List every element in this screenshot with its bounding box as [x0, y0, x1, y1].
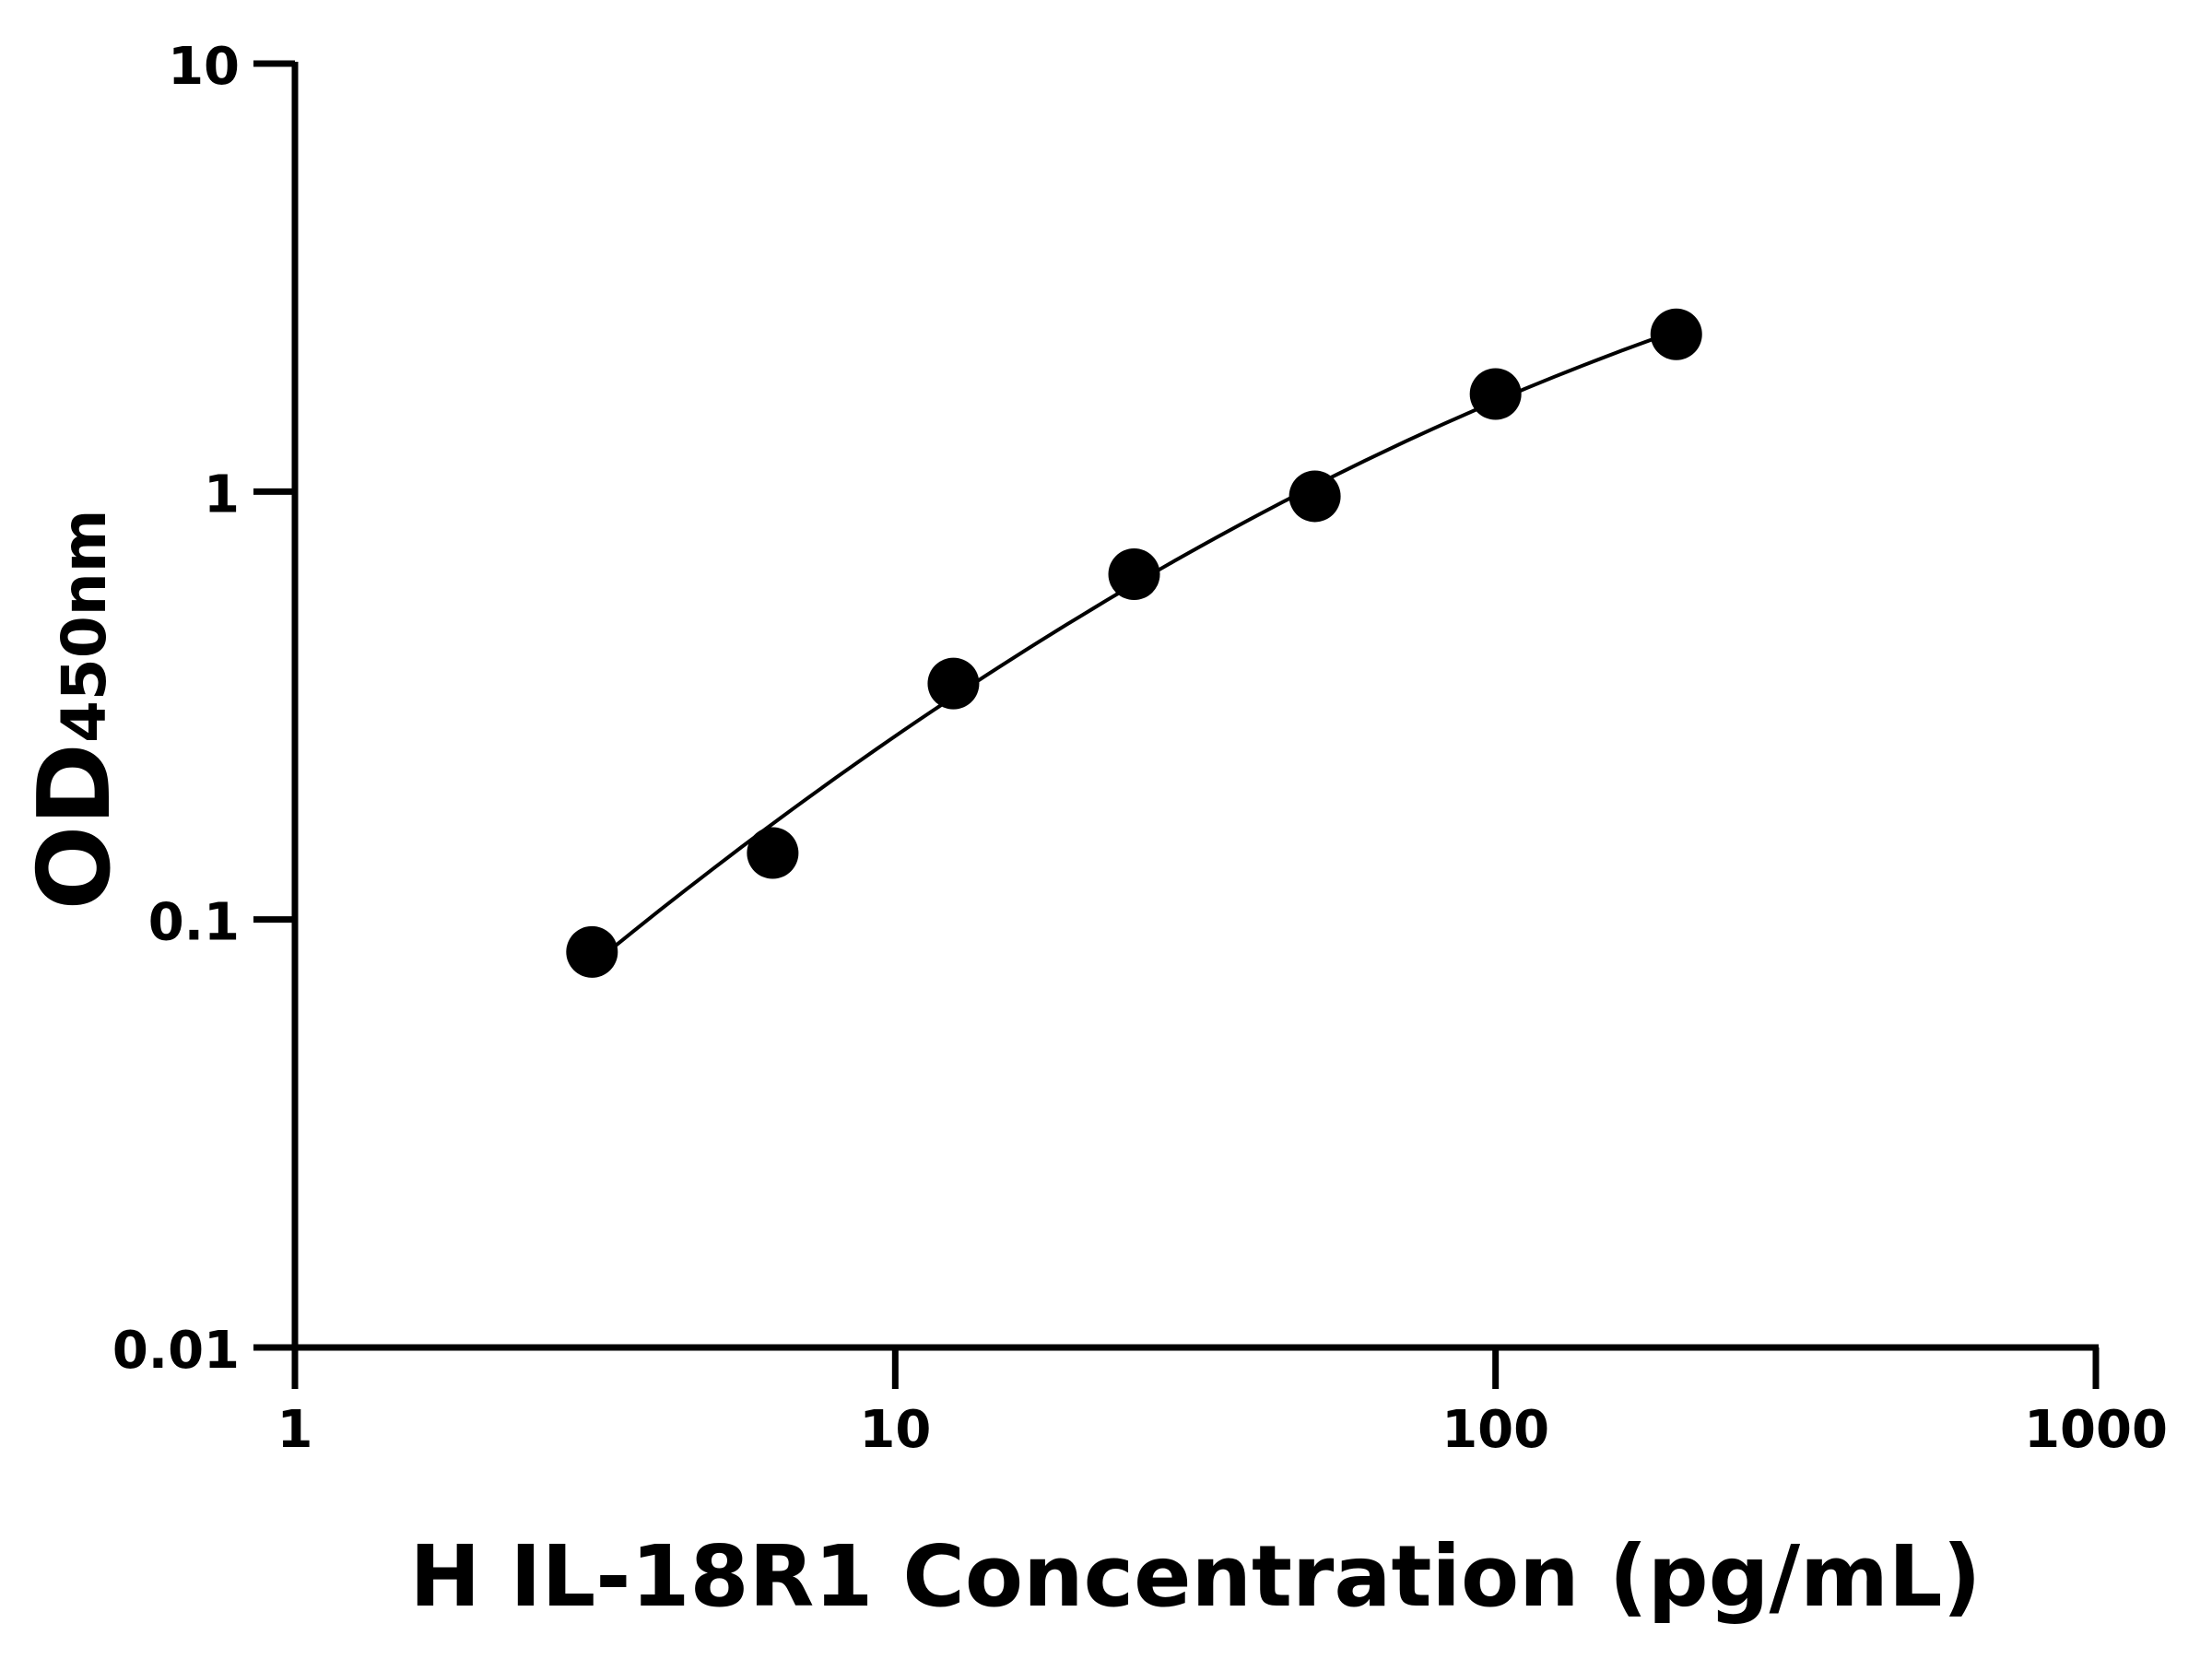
x-axis-label: H IL-18R1 Concentration (pg/mL)	[409, 1527, 1981, 1626]
x-tick-label: 1	[277, 1400, 313, 1460]
data-point	[927, 657, 980, 710]
y-tick-label: 0.01	[112, 1321, 240, 1381]
x-tick-label: 1000	[2024, 1400, 2168, 1460]
data-point	[1288, 470, 1341, 523]
y-tick-label: 1	[204, 465, 240, 524]
y-tick-label: 0.1	[148, 893, 240, 953]
y-tick-label: 10	[168, 37, 240, 97]
x-tick-label: 100	[1441, 1400, 1549, 1460]
axes	[253, 60, 2100, 1389]
data-point	[566, 925, 618, 978]
y-axis-label: OD450nm	[18, 510, 133, 911]
data-point	[747, 827, 799, 879]
data-point	[1469, 368, 1522, 420]
data-points	[566, 308, 1702, 978]
x-tick-label: 10	[859, 1400, 931, 1460]
tick-labels: 1 10 100 1000 0.01 0.1 1 10	[112, 37, 2168, 1460]
data-point	[1650, 308, 1702, 360]
y-axis-label-main: OD	[18, 743, 133, 910]
y-axis-label-subscript: 450nm	[49, 510, 120, 744]
data-point	[1108, 548, 1160, 601]
